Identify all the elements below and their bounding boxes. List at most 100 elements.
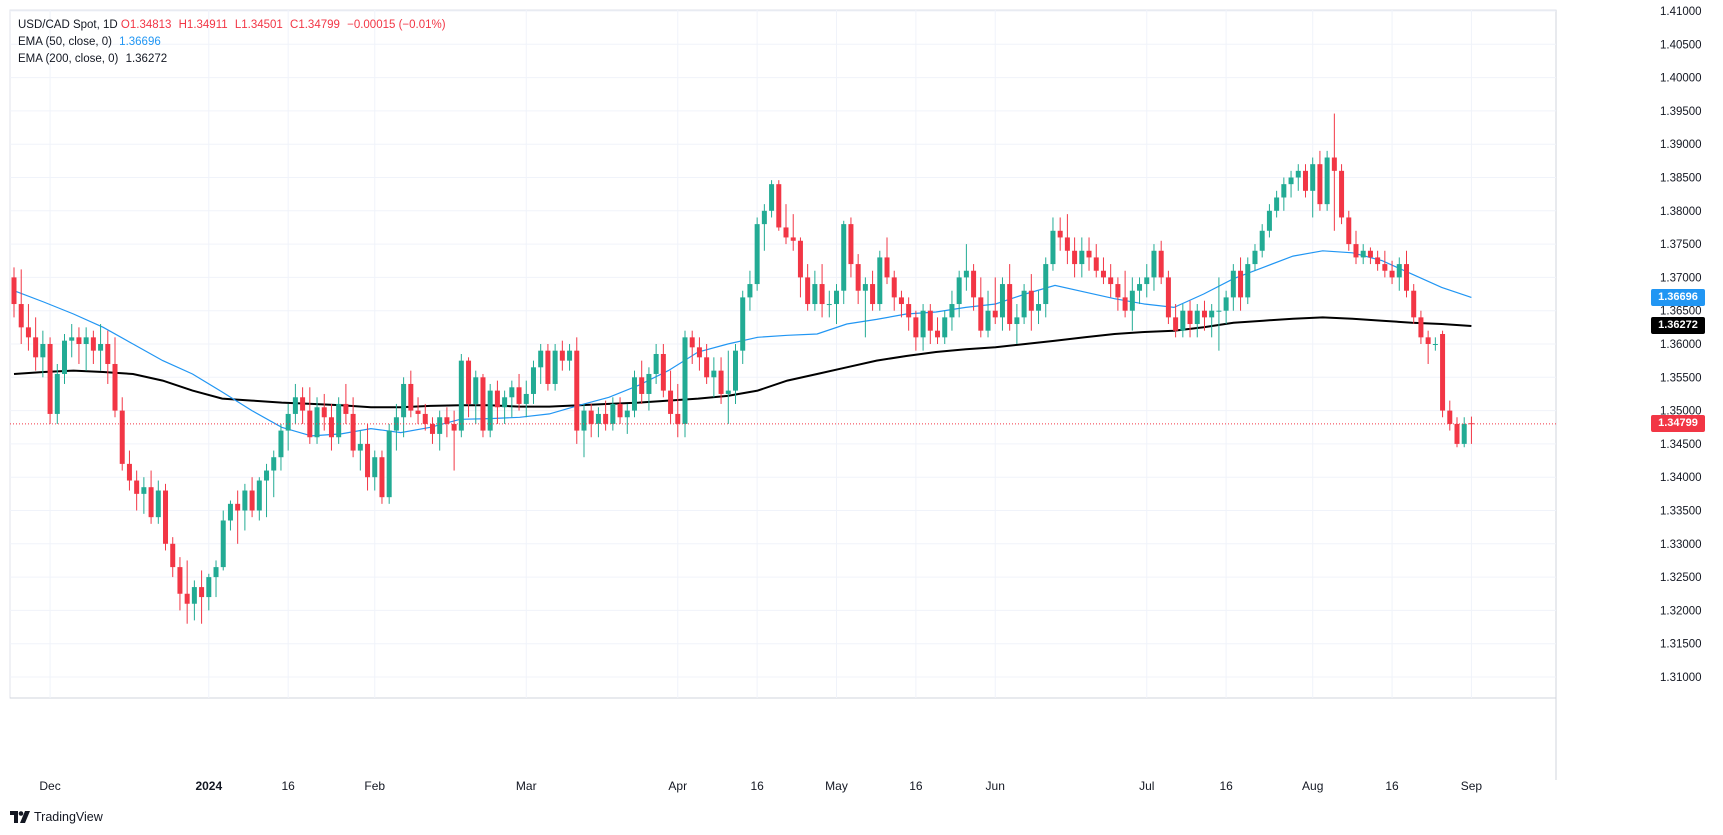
candle-body bbox=[668, 390, 674, 414]
ema200-line bbox=[13, 316, 1472, 409]
candle-body bbox=[1100, 270, 1106, 278]
candle bbox=[819, 264, 825, 318]
y-tick-label: 1.40500 bbox=[1660, 39, 1702, 51]
candle-body bbox=[1274, 197, 1280, 211]
candle bbox=[1173, 304, 1179, 338]
candle bbox=[538, 344, 544, 384]
candle bbox=[422, 403, 428, 431]
candle bbox=[776, 180, 782, 231]
candle bbox=[11, 267, 17, 318]
candle-body bbox=[1302, 170, 1308, 191]
candle-body bbox=[343, 403, 349, 414]
candle bbox=[76, 327, 82, 364]
candle-body bbox=[935, 330, 941, 338]
candle bbox=[1122, 270, 1128, 318]
candle-body bbox=[819, 284, 825, 305]
candle bbox=[401, 377, 407, 438]
candle bbox=[112, 337, 118, 418]
candle bbox=[1158, 240, 1164, 285]
candle bbox=[1317, 150, 1323, 211]
candle-body bbox=[610, 403, 616, 424]
candle-body bbox=[920, 310, 926, 338]
candle bbox=[1230, 264, 1236, 311]
legend-symbol-row: USD/CAD Spot, 1D O1.34813 H1.34911 L1.34… bbox=[18, 17, 450, 34]
candle-body bbox=[1108, 277, 1114, 285]
candle bbox=[1468, 416, 1474, 444]
y-tick-label: 1.39500 bbox=[1660, 106, 1702, 118]
candle bbox=[1367, 247, 1373, 265]
candle bbox=[913, 310, 919, 351]
candle-body bbox=[574, 350, 580, 431]
ema200-value: 1.36272 bbox=[125, 53, 168, 65]
candle bbox=[1454, 417, 1460, 448]
candle bbox=[978, 277, 984, 338]
candle-body bbox=[300, 397, 306, 411]
candle-body bbox=[1346, 217, 1352, 245]
y-tick-label: 1.41000 bbox=[1660, 6, 1702, 18]
candle-body bbox=[870, 284, 876, 305]
candle bbox=[141, 477, 147, 514]
candle-body bbox=[1122, 297, 1128, 311]
x-tick-label: Jul bbox=[1139, 779, 1154, 793]
candle-body bbox=[1057, 230, 1063, 238]
tradingview-logo[interactable]: TradingView bbox=[10, 810, 103, 824]
candle bbox=[1432, 337, 1438, 351]
candle-body bbox=[603, 413, 609, 424]
candle bbox=[1447, 400, 1453, 431]
candle-body bbox=[567, 350, 573, 361]
candle-body bbox=[365, 443, 371, 478]
candle bbox=[227, 500, 233, 531]
candle bbox=[740, 290, 746, 364]
candle-body bbox=[913, 317, 919, 338]
y-tick-label: 1.31000 bbox=[1660, 672, 1702, 684]
symbol-label: USD/CAD Spot, 1D bbox=[18, 19, 118, 31]
y-tick-label: 1.34000 bbox=[1660, 472, 1702, 484]
candle bbox=[33, 317, 39, 371]
candle-body bbox=[408, 383, 414, 411]
candle bbox=[870, 270, 876, 311]
candle-body bbox=[891, 277, 897, 298]
candle-body bbox=[444, 417, 450, 424]
candle-body bbox=[357, 443, 363, 451]
candle bbox=[177, 557, 183, 611]
candle bbox=[949, 290, 955, 331]
candle-body bbox=[1216, 310, 1222, 312]
candle-body bbox=[1425, 337, 1431, 344]
candle bbox=[552, 344, 558, 391]
candle bbox=[1375, 250, 1381, 271]
candle-body bbox=[350, 413, 356, 451]
candle-body bbox=[1266, 210, 1272, 231]
candle-body bbox=[733, 350, 738, 391]
candle bbox=[725, 350, 731, 424]
candle bbox=[1288, 170, 1294, 198]
candle-body bbox=[1324, 157, 1330, 205]
candle bbox=[1389, 260, 1395, 285]
candle-body bbox=[1115, 284, 1121, 298]
candle bbox=[1302, 164, 1308, 198]
candle bbox=[617, 397, 623, 424]
candle-body bbox=[776, 184, 782, 228]
candle bbox=[891, 270, 897, 311]
candle bbox=[1115, 277, 1121, 311]
candle bbox=[834, 284, 840, 325]
candle bbox=[393, 403, 399, 451]
candle bbox=[321, 393, 327, 431]
candle-body bbox=[1310, 164, 1316, 191]
candle-body bbox=[429, 423, 435, 434]
x-tick-label: Feb bbox=[364, 779, 385, 793]
candle bbox=[199, 570, 205, 624]
x-tick-label: Jun bbox=[986, 779, 1005, 793]
candle-body bbox=[1194, 310, 1200, 325]
candle bbox=[733, 344, 738, 404]
candle-body bbox=[530, 367, 536, 394]
candle bbox=[1324, 150, 1330, 211]
candle-body bbox=[242, 490, 248, 511]
candle-body bbox=[1411, 290, 1417, 318]
candle bbox=[343, 383, 349, 424]
candle-body bbox=[826, 304, 832, 306]
candle-body bbox=[516, 387, 522, 404]
candle bbox=[1461, 417, 1467, 448]
candle-body bbox=[314, 407, 320, 438]
